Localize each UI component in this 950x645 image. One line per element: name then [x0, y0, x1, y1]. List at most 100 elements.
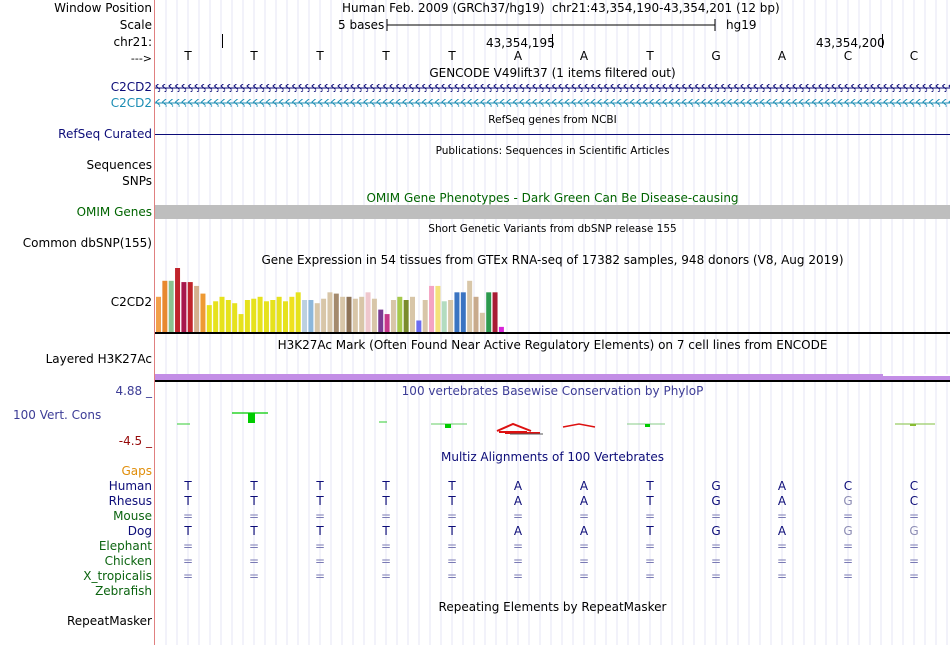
- gtex-tissue-bar[interactable]: [384, 314, 390, 332]
- label-sequences[interactable]: Sequences: [86, 158, 152, 172]
- gtex-tissue-bar[interactable]: [327, 292, 333, 332]
- gtex-tissue-bar[interactable]: [416, 320, 422, 332]
- label-species-mouse: Mouse: [113, 509, 152, 523]
- sequence-base: T: [250, 49, 258, 63]
- track-area[interactable]: Human Feb. 2009 (GRCh37/hg19) chr21:43,3…: [155, 0, 950, 645]
- omim-gene-bar[interactable]: [155, 205, 950, 219]
- gtex-tissue-bar[interactable]: [276, 296, 282, 332]
- label-species-x-tropicalis: X_tropicalis: [83, 569, 152, 583]
- gtex-tissue-bar[interactable]: [238, 314, 244, 332]
- gtex-tissue-bar[interactable]: [200, 293, 206, 332]
- gtex-tissue-bar[interactable]: [429, 285, 435, 332]
- gtex-tissue-bar[interactable]: [333, 293, 339, 332]
- gtex-tissue-bar[interactable]: [441, 301, 447, 332]
- sequence-base: C: [843, 49, 853, 63]
- gtex-tissue-bar[interactable]: [219, 296, 225, 332]
- label-species-rhesus: Rhesus: [108, 494, 152, 508]
- gencode-track-title: GENCODE V49lift37 (1 items filtered out): [429, 66, 676, 80]
- alignment-base: =: [776, 539, 788, 553]
- window-position-value: chr21:43,354,190-43,354,201 (12 bp): [552, 1, 780, 15]
- alignment-base: =: [182, 569, 194, 583]
- label-layered-h3k27ac[interactable]: Layered H3K27Ac: [45, 352, 152, 366]
- gtex-tissue-bar[interactable]: [232, 303, 238, 332]
- alignment-base: =: [842, 509, 854, 523]
- gtex-tissue-bar[interactable]: [498, 326, 504, 332]
- refseq-gene-line[interactable]: [155, 134, 950, 135]
- gtex-tissue-bar[interactable]: [460, 292, 466, 332]
- alignment-base: A: [513, 479, 523, 493]
- gtex-tissue-bar[interactable]: [194, 285, 200, 332]
- gtex-tissue-bar[interactable]: [403, 300, 409, 332]
- gtex-tissue-bar[interactable]: [156, 296, 161, 332]
- phylop-track-title: 100 vertebrates Basewise Conservation by…: [401, 384, 704, 398]
- gtex-tissue-bar[interactable]: [454, 292, 460, 332]
- gtex-tissue-bar[interactable]: [225, 300, 231, 332]
- gencode-gene-lines[interactable]: [155, 82, 950, 110]
- gtex-tissue-bar[interactable]: [435, 285, 441, 332]
- gtex-tissue-bar[interactable]: [397, 296, 403, 332]
- gtex-tissue-bar[interactable]: [352, 298, 358, 332]
- gtex-tissue-bar[interactable]: [251, 298, 257, 332]
- gtex-tissue-bar[interactable]: [206, 305, 212, 332]
- sequence-base: T: [382, 49, 390, 63]
- gtex-tissue-bar[interactable]: [486, 292, 492, 332]
- label-refseq-curated[interactable]: RefSeq Curated: [58, 127, 152, 141]
- alignment-base: A: [777, 479, 787, 493]
- coord-label-2: 43,354,200: [816, 36, 885, 50]
- gtex-tissue-bar[interactable]: [270, 300, 276, 332]
- scale-db: hg19: [726, 18, 757, 32]
- gtex-tissue-bar[interactable]: [295, 292, 301, 332]
- gtex-tissue-bar[interactable]: [162, 280, 168, 332]
- gtex-tissue-bar[interactable]: [448, 300, 454, 332]
- gtex-tissue-bar[interactable]: [314, 303, 320, 332]
- gtex-tissue-bar[interactable]: [359, 296, 365, 332]
- gtex-tissue-bar[interactable]: [473, 296, 479, 332]
- gtex-tissue-bar[interactable]: [257, 296, 263, 332]
- gtex-tissue-bar[interactable]: [479, 312, 485, 332]
- alignment-base: A: [777, 494, 787, 508]
- alignment-base: G: [843, 524, 853, 538]
- h3k27ac-signal[interactable]: [155, 374, 950, 380]
- label-species-dog: Dog: [127, 524, 152, 538]
- gtex-tissue-bar[interactable]: [289, 296, 295, 332]
- gtex-tissue-bar[interactable]: [283, 301, 288, 332]
- gtex-tissue-bar[interactable]: [340, 296, 346, 332]
- gtex-tissue-bar[interactable]: [244, 300, 250, 332]
- gtex-tissue-bar[interactable]: [175, 268, 181, 332]
- gtex-tissue-bar[interactable]: [181, 282, 187, 332]
- alignment-base: =: [776, 509, 788, 523]
- alignment-base: =: [644, 569, 656, 583]
- label-100-vert-cons[interactable]: 100 Vert. Cons: [13, 408, 102, 422]
- gtex-tissue-bar[interactable]: [302, 300, 308, 332]
- gtex-tissue-bar[interactable]: [371, 298, 377, 332]
- gtex-tissue-bar[interactable]: [321, 298, 327, 332]
- gtex-tissue-bar[interactable]: [213, 301, 219, 332]
- gtex-tissue-bar[interactable]: [187, 282, 193, 332]
- gtex-tissue-bar[interactable]: [168, 280, 174, 332]
- sequence-base: G: [711, 49, 721, 63]
- gtex-tissue-bar[interactable]: [346, 296, 352, 332]
- gtex-tissue-bar[interactable]: [492, 292, 498, 332]
- label-snps[interactable]: SNPs: [122, 174, 152, 188]
- gtex-tissue-bar[interactable]: [263, 301, 269, 332]
- gtex-tissue-bar[interactable]: [410, 296, 415, 332]
- alignment-base: G: [711, 524, 721, 538]
- label-cons-max: 4.88 _: [115, 384, 152, 398]
- label-gtex-c2cd2[interactable]: C2CD2: [110, 295, 152, 309]
- label-repeatmasker[interactable]: RepeatMasker: [66, 614, 152, 628]
- label-omim-genes[interactable]: OMIM Genes: [76, 205, 152, 219]
- phylop-conservation-plot[interactable]: [155, 405, 950, 440]
- gtex-tissue-bar[interactable]: [390, 300, 396, 332]
- alignment-base: T: [646, 524, 654, 538]
- label-common-dbsnp[interactable]: Common dbSNP(155): [22, 236, 152, 250]
- gtex-tissue-bar[interactable]: [467, 280, 473, 332]
- gtex-tissue-bar[interactable]: [365, 292, 371, 332]
- alignment-base: T: [382, 524, 390, 538]
- alignment-base: =: [710, 509, 722, 523]
- gtex-tissue-bar[interactable]: [422, 300, 428, 332]
- label-c2cd2-gencode-2[interactable]: C2CD2: [110, 96, 152, 110]
- label-c2cd2-gencode[interactable]: C2CD2: [110, 80, 152, 94]
- gtex-tissue-bar[interactable]: [378, 309, 384, 332]
- gtex-tissue-bar[interactable]: [308, 300, 314, 332]
- gtex-expression-chart[interactable]: [155, 266, 950, 334]
